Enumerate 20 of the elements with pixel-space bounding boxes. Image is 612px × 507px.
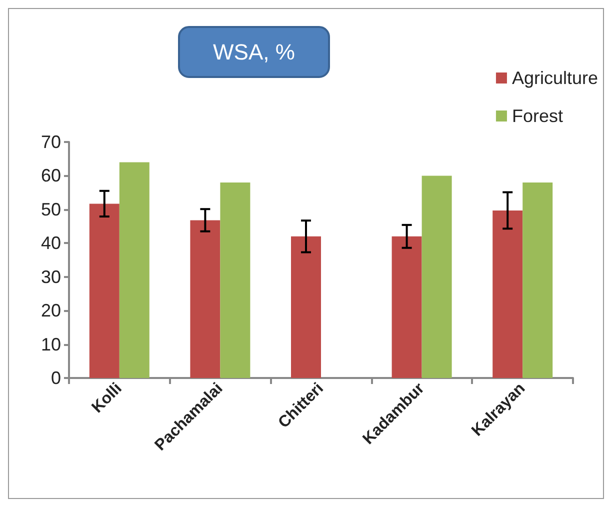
y-tick-label: 60 [40, 166, 61, 186]
bar [492, 210, 523, 378]
bar [190, 220, 220, 378]
legend-label: Agriculture [512, 68, 598, 88]
bar [89, 204, 120, 378]
bar [392, 236, 422, 378]
legend-label: Forest [512, 106, 563, 126]
chart-title: WSA, % [213, 40, 295, 64]
y-tick-label: 70 [40, 132, 61, 152]
y-tick-label: 40 [40, 233, 61, 254]
y-tick-label: 0 [50, 368, 61, 388]
bar [119, 162, 150, 378]
y-tick-label: 30 [40, 266, 61, 287]
bar [291, 236, 321, 378]
y-tick-label: 50 [40, 199, 61, 220]
y-tick-label: 10 [40, 334, 61, 354]
y-tick-label: 20 [40, 300, 61, 321]
bar [422, 176, 452, 378]
bar [522, 182, 553, 378]
bar [220, 182, 250, 378]
